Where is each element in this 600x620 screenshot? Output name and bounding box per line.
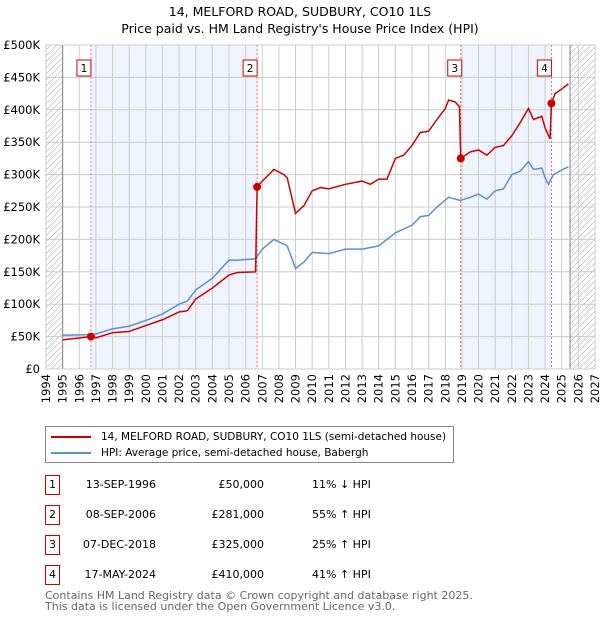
x-tick-label: 2017 [422, 374, 436, 403]
x-tick-label: 2008 [272, 374, 286, 403]
legend-item-hpi: HPI: Average price, semi-detached house,… [51, 446, 368, 460]
x-tick-label: 2009 [289, 374, 303, 403]
sale-hpi-diff: 25% ↑ HPI [312, 538, 371, 551]
x-tick-label: 2024 [538, 374, 552, 403]
legend-label: HPI: Average price, semi-detached house,… [101, 447, 369, 459]
sale-label-text: 1 [81, 63, 88, 75]
sale-hpi-diff: 11% ↓ HPI [312, 478, 371, 491]
sale-row: 4 17-MAY-2024 £410,000 41% ↑ HPI [45, 565, 445, 585]
x-tick-label: 1999 [122, 374, 136, 403]
y-tick-label: £400K [3, 103, 40, 117]
x-tick-label: 1998 [106, 374, 120, 403]
x-tick-label: 2007 [255, 374, 269, 403]
x-tick-label: 2003 [189, 374, 203, 403]
sale-number-badge: 4 [45, 565, 60, 585]
chart-subtitle: Price paid vs. HM Land Registry's House … [121, 21, 479, 36]
sale-label-text: 3 [451, 63, 458, 75]
sale-row: 3 07-DEC-2018 £325,000 25% ↑ HPI [45, 535, 445, 555]
x-tick-label: 2020 [472, 374, 486, 403]
x-tick-label: 2014 [372, 374, 386, 403]
sale-label-text: 4 [541, 63, 548, 75]
x-tick-label: 2006 [239, 374, 253, 403]
x-tick-label: 2023 [521, 374, 535, 403]
legend-label: 14, MELFORD ROAD, SUDBURY, CO10 1LS (sem… [101, 431, 447, 443]
sale-number-badge: 2 [45, 505, 60, 525]
x-tick-label: 2012 [338, 374, 352, 403]
footer-licence: This data is licensed under the Open Gov… [45, 600, 396, 613]
price-paid-series-line [62, 83, 569, 341]
y-tick-label: £300K [3, 168, 40, 182]
x-tick-label: 2001 [155, 374, 169, 403]
sale-label-text: 2 [247, 63, 254, 75]
y-tick-label: £200K [3, 232, 40, 246]
sale-label-box [536, 59, 552, 77]
y-tick-label: £500K [3, 38, 40, 52]
sale-point [86, 332, 95, 341]
sale-hpi-diff: 55% ↑ HPI [312, 508, 371, 521]
y-tick-label: £50K [11, 330, 41, 344]
price-chart: 1994 1995 1996 1997 1998 1999 2000 2001 2002 2003… [3, 38, 600, 403]
x-tick-label: 2015 [388, 374, 402, 403]
x-tick-label: 2027 [588, 374, 600, 403]
y-tick-label: £450K [3, 70, 40, 84]
x-tick-label: 2011 [322, 374, 336, 403]
sale-row: 1 13-SEP-1996 £50,000 11% ↓ HPI [45, 475, 445, 495]
x-tick-label: 2004 [205, 374, 219, 403]
sale-price: £281,000 [211, 508, 265, 521]
sale-price: £325,000 [211, 538, 265, 551]
legend-swatch-blue [51, 452, 91, 454]
hpi-series-line [62, 160, 569, 337]
sale-point [253, 182, 262, 191]
y-tick-label: £150K [3, 265, 40, 279]
x-tick-label: 1996 [72, 374, 86, 403]
x-tick-label: 2013 [355, 374, 369, 403]
sale-point [547, 99, 556, 108]
y-tick-label: £100K [3, 297, 40, 311]
footer-copyright: Contains HM Land Registry data © Crown c… [45, 589, 473, 602]
x-tick-label: 1997 [89, 374, 103, 403]
x-tick-label: 2018 [438, 374, 452, 403]
y-tick-label: £350K [3, 135, 40, 149]
sale-point [456, 154, 465, 163]
x-tick-label: 2019 [455, 374, 469, 403]
plot-border [45, 44, 596, 370]
sale-price: £50,000 [218, 478, 265, 491]
x-tick-label: 2010 [305, 374, 319, 403]
x-tick-label: 2021 [488, 374, 502, 403]
y-tick-label: £250K [3, 200, 40, 214]
sale-date: 17-MAY-2024 [84, 568, 156, 581]
sale-price: £410,000 [211, 568, 265, 581]
x-tick-label: 1995 [56, 374, 70, 403]
legend-item-property: 14, MELFORD ROAD, SUDBURY, CO10 1LS (sem… [51, 430, 446, 444]
legend: 14, MELFORD ROAD, SUDBURY, CO10 1LS (sem… [45, 426, 454, 463]
x-tick-label: 2002 [172, 374, 186, 403]
x-tick-label: 2000 [139, 374, 153, 403]
y-tick-label: £0 [25, 362, 40, 376]
sale-row: 2 08-SEP-2006 £281,000 55% ↑ HPI [45, 505, 445, 525]
sale-label-box [447, 59, 463, 77]
sale-label-box [242, 59, 258, 77]
sale-number-badge: 1 [45, 475, 60, 495]
sale-hpi-diff: 41% ↑ HPI [312, 568, 371, 581]
x-tick-label: 2026 [571, 374, 585, 403]
x-tick-label: 1994 [39, 374, 53, 403]
sale-date: 08-SEP-2006 [85, 508, 156, 521]
chart-title: 14, MELFORD ROAD, SUDBURY, CO10 1LS [168, 4, 432, 19]
sale-date: 07-DEC-2018 [82, 538, 156, 551]
sale-label-box [76, 59, 92, 77]
x-tick-label: 2005 [222, 374, 236, 403]
x-tick-label: 2022 [505, 374, 519, 403]
legend-swatch-red [51, 436, 91, 438]
x-tick-label: 2016 [405, 374, 419, 403]
sale-date: 13-SEP-1996 [85, 478, 156, 491]
x-tick-label: 2025 [555, 374, 569, 403]
sale-number-badge: 3 [45, 535, 60, 555]
